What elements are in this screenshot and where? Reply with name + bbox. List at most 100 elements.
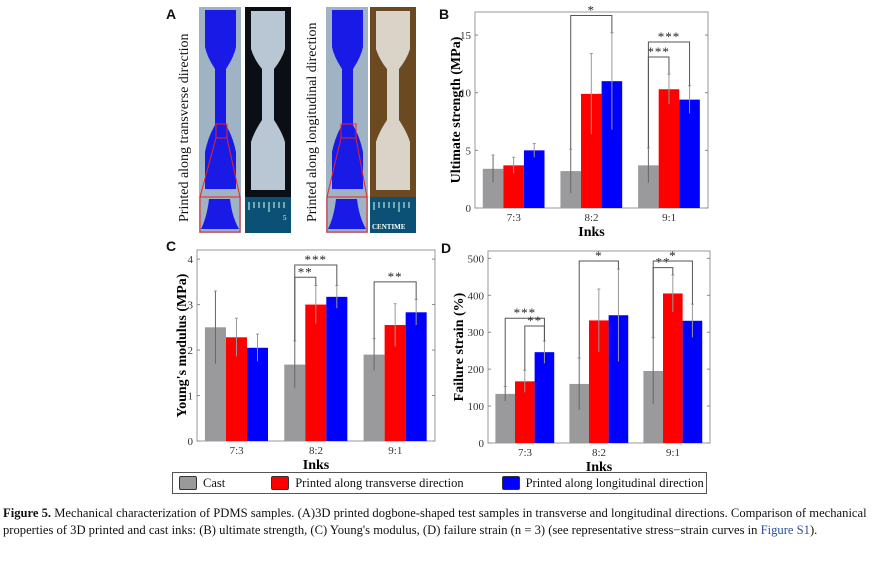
transverse-sample-photo: 5 (245, 7, 291, 233)
y-tick-label: 0 (466, 203, 472, 215)
significance-bracket (524, 325, 545, 371)
significance-bracket (647, 41, 691, 149)
bar-printed-along-longitudinal-direction-7-3 (523, 150, 545, 208)
ruler-right-text: CENTIME (372, 223, 406, 231)
significance-label: ** (527, 313, 542, 328)
bar-printed-along-transverse-direction-8-2 (581, 93, 602, 208)
legend: Cast Printed along transverse direction … (172, 472, 707, 494)
x-axis-label: Inks (303, 458, 330, 473)
bar-cast-8-2 (284, 364, 306, 441)
bar-cast-7-3 (204, 327, 226, 441)
bar-printed-along-longitudinal-direction-9-1 (405, 312, 427, 441)
y-tick-label: 2 (188, 345, 194, 357)
y-tick-label: 100 (468, 401, 485, 413)
y-tick-label: 1 (188, 391, 194, 403)
bar-printed-along-transverse-direction-9-1 (658, 89, 680, 208)
bar-printed-along-longitudinal-direction-8-2 (601, 81, 623, 208)
bar-printed-along-longitudinal-direction-9-1 (679, 99, 700, 208)
longitudinal-sample-photo: CENTIME (370, 7, 416, 233)
x-tick-label: 8:2 (584, 212, 598, 224)
bar-printed-along-longitudinal-direction-7-3 (246, 347, 269, 441)
legend-swatch-cast (179, 476, 197, 490)
significance-bracket (652, 260, 693, 338)
figure-caption: Figure 5. Mechanical characterization of… (3, 505, 875, 539)
significance-label: ** (656, 255, 671, 270)
x-tick-label: 7:3 (230, 445, 245, 457)
x-axis-label: Inks (578, 225, 605, 240)
panel-letter-b: B (439, 6, 450, 22)
significance-label: * (588, 2, 596, 17)
bar-cast-7-3 (482, 168, 504, 208)
y-tick-label: 400 (468, 290, 485, 302)
significance-bracket (373, 281, 417, 339)
caption-figure-label: Figure 5. (3, 506, 52, 520)
x-tick-label: 9:1 (388, 445, 402, 457)
legend-label-transverse: Printed along transverse direction (295, 475, 464, 490)
significance-label: * (595, 248, 603, 263)
panel-letter-d: D (441, 240, 452, 256)
significance-label: * (669, 248, 677, 263)
y-tick-label: 300 (468, 327, 485, 339)
bar-printed-along-transverse-direction-8-2 (589, 320, 609, 443)
bar-printed-along-transverse-direction-7-3 (515, 381, 535, 443)
x-tick-label: 7:3 (507, 212, 522, 224)
bar-printed-along-transverse-direction-7-3 (225, 337, 247, 441)
y-tick-label: 200 (468, 364, 485, 376)
significance-label: *** (514, 305, 537, 320)
legend-label-cast: Cast (203, 475, 226, 490)
bar-cast-7-3 (495, 393, 516, 443)
significance-bracket (578, 260, 619, 359)
x-tick-label: 9:1 (666, 447, 680, 459)
y-axis-label: Young's modulus (MPa) (175, 273, 190, 417)
significance-bracket (294, 264, 338, 341)
bar-cast-8-2 (569, 383, 590, 443)
figure-s1-link[interactable]: Figure S1 (760, 523, 810, 537)
legend-item-cast: Cast (179, 476, 225, 491)
ruler-left-number: 5 (283, 214, 287, 222)
significance-bracket (570, 14, 613, 150)
y-tick-label: 10 (460, 88, 472, 100)
legend-label-longitudinal: Printed along longitudinal direction (525, 475, 704, 490)
x-tick-label: 7:3 (518, 447, 533, 459)
significance-label: *** (658, 29, 681, 44)
x-tick-label: 8:2 (309, 445, 323, 457)
bar-cast-9-1 (363, 354, 385, 441)
legend-swatch-transverse (271, 476, 290, 490)
x-tick-label: 9:1 (662, 212, 676, 224)
bar-printed-along-longitudinal-direction-9-1 (682, 320, 703, 443)
bar-printed-along-longitudinal-direction-7-3 (534, 352, 555, 443)
transverse-print-model (199, 7, 241, 233)
y-tick-label: 0 (188, 436, 194, 448)
y-tick-label: 15 (460, 30, 472, 42)
caption-text: Mechanical characterization of PDMS samp… (3, 506, 867, 537)
legend-item-transverse: Printed along transverse direction (271, 475, 464, 491)
bar-printed-along-transverse-direction-9-1 (384, 325, 406, 441)
y-tick-label: 0 (479, 438, 485, 450)
panel-letter-c: C (166, 238, 177, 254)
caption-tail: ). (809, 523, 818, 537)
bar-printed-along-transverse-direction-7-3 (503, 165, 524, 208)
y-tick-label: 5 (466, 145, 472, 157)
panel-letter-a: A (166, 6, 177, 22)
significance-label: ** (298, 264, 313, 279)
x-axis-label: Inks (586, 460, 613, 475)
chart-d: 0 100 200 300 400 500 Failure strain (%) Inks 7:… (452, 248, 711, 475)
y-tick-label: 500 (468, 253, 485, 265)
y-tick-label: 3 (188, 300, 194, 312)
x-tick-label: 8:2 (592, 447, 606, 459)
bar-printed-along-longitudinal-direction-8-2 (608, 315, 629, 443)
bar-printed-along-transverse-direction-8-2 (305, 304, 327, 441)
bar-printed-along-longitudinal-direction-8-2 (326, 296, 348, 441)
y-axis-label: Ultimate strength (MPa) (449, 36, 464, 183)
chart-c: 0 1 2 3 4 Young's modulus (MPa) Inks 7:3 8:2 9:1 *… (175, 249, 436, 473)
bar-cast-9-1 (638, 165, 659, 208)
bar-cast-9-1 (643, 371, 664, 443)
y-tick-label: 4 (188, 254, 194, 266)
bar-printed-along-transverse-direction-9-1 (663, 293, 683, 443)
significance-label: *** (305, 252, 328, 267)
legend-item-longitudinal: Printed along longitudinal direction (501, 475, 704, 491)
y-axis-label: Failure strain (%) (452, 292, 467, 401)
legend-swatch-longitudinal (501, 476, 520, 490)
